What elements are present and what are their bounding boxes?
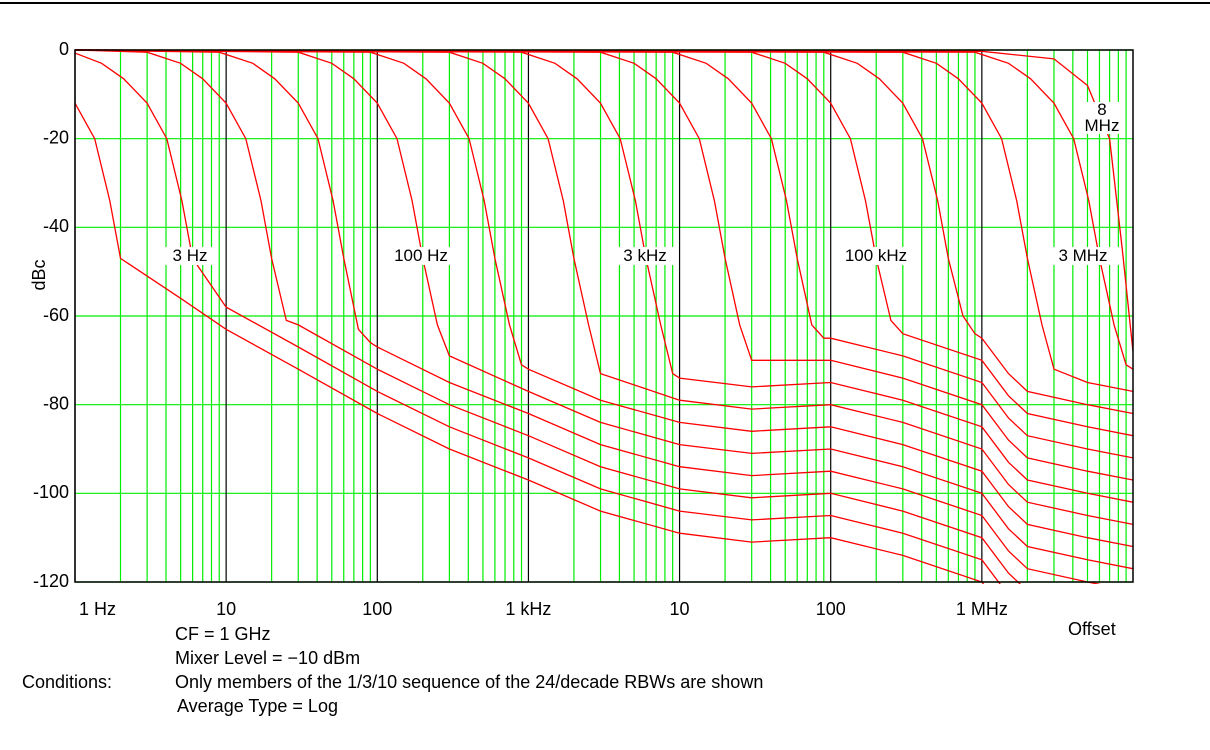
curve-annotation: 100 kHz (832, 247, 920, 265)
rbw-curve (75, 49, 1133, 370)
plot-border (74, 49, 1134, 583)
rbw-curve (75, 49, 1133, 415)
y-tick-label: -80 (43, 393, 69, 413)
y-tick-label: -40 (43, 216, 69, 236)
condition-line: Average Type = Log (177, 696, 338, 716)
rbw-curve (75, 52, 1001, 584)
x-tick-label: 10 (216, 599, 236, 619)
x-tick-label: 1 kHz (505, 599, 551, 619)
rbw-curve (75, 49, 1133, 570)
condition-line: Only members of the 1/3/10 sequence of t… (175, 672, 764, 692)
rbw-curve (75, 49, 1133, 437)
x-tick-label: 100 (816, 599, 846, 619)
y-tick-label: -60 (43, 305, 69, 325)
curve-annotation: 3 Hz (165, 247, 215, 265)
y-tick-label: -120 (33, 571, 69, 591)
x-tick-label: 1 Hz (79, 599, 116, 619)
curves (75, 49, 1133, 584)
rbw-curve (75, 49, 1133, 459)
curve-annotation: 100 Hz (381, 247, 461, 265)
rbw-curve (75, 49, 1022, 584)
x-tick-label: 1 MHz (956, 599, 1008, 619)
condition-line: Mixer Level = −10 dBm (175, 648, 361, 668)
rbw-curve (75, 49, 1133, 393)
curve-annotation: 3 kHz (612, 247, 678, 265)
y-tick-label: 0 (59, 39, 69, 59)
conditions-label: Conditions: (22, 672, 113, 692)
x-tick-label: 10 (670, 599, 690, 619)
grid (74, 49, 1133, 583)
curve-annotation: 8 MHz (1082, 101, 1122, 134)
rbw-curve (75, 49, 1102, 584)
y-tick-label: -100 (33, 482, 69, 502)
rbw-curve (75, 49, 1133, 503)
rbw-curve (75, 49, 1133, 526)
x-tick-label: 100 (362, 599, 392, 619)
rbw-curve (75, 49, 1133, 481)
rbw-curve (75, 49, 1133, 548)
y-tick-label: -20 (43, 127, 69, 147)
y-axis-label: dBc (29, 259, 49, 290)
rbw-curve (75, 102, 985, 584)
rbw-curve (75, 49, 1133, 352)
x-axis-label: Offset (1068, 619, 1116, 639)
curve-annotation: 3 MHz (1047, 247, 1119, 265)
condition-line: CF = 1 GHz (175, 624, 271, 644)
